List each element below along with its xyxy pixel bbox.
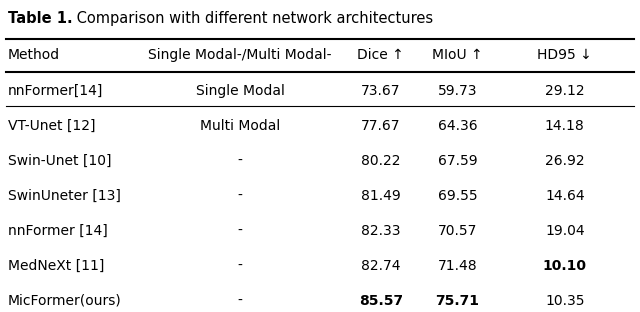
Text: 59.73: 59.73 [438, 84, 477, 98]
Text: MedNeXt [11]: MedNeXt [11] [8, 259, 104, 273]
Text: -: - [237, 189, 243, 203]
Text: SwinUneter [13]: SwinUneter [13] [8, 189, 120, 203]
Text: 26.92: 26.92 [545, 154, 584, 168]
Text: 67.59: 67.59 [438, 154, 477, 168]
Text: 77.67: 77.67 [361, 119, 401, 133]
Text: MIoU ↑: MIoU ↑ [432, 48, 483, 62]
Text: 71.48: 71.48 [438, 259, 477, 273]
Text: VT-Unet [12]: VT-Unet [12] [8, 119, 95, 133]
Text: -: - [237, 224, 243, 238]
Text: 75.71: 75.71 [436, 294, 479, 308]
Text: 73.67: 73.67 [361, 84, 401, 98]
Text: Multi Modal: Multi Modal [200, 119, 280, 133]
Text: Table 1.: Table 1. [8, 11, 72, 26]
Text: MicFormer(ours): MicFormer(ours) [8, 294, 122, 308]
Text: Swin-Unet [10]: Swin-Unet [10] [8, 154, 111, 168]
Text: 81.49: 81.49 [361, 189, 401, 203]
Text: 10.10: 10.10 [543, 259, 587, 273]
Text: nnFormer[14]: nnFormer[14] [8, 84, 103, 98]
Text: 82.33: 82.33 [361, 224, 401, 238]
Text: nnFormer [14]: nnFormer [14] [8, 224, 108, 238]
Text: 70.57: 70.57 [438, 224, 477, 238]
Text: Comparison with different network architectures: Comparison with different network archit… [72, 11, 433, 26]
Text: 82.74: 82.74 [361, 259, 401, 273]
Text: Method: Method [8, 48, 60, 62]
Text: 19.04: 19.04 [545, 224, 584, 238]
Text: 69.55: 69.55 [438, 189, 477, 203]
Text: -: - [237, 294, 243, 308]
Text: 64.36: 64.36 [438, 119, 477, 133]
Text: Dice ↑: Dice ↑ [357, 48, 404, 62]
Text: 29.12: 29.12 [545, 84, 584, 98]
Text: -: - [237, 154, 243, 168]
Text: Single Modal-/Multi Modal-: Single Modal-/Multi Modal- [148, 48, 332, 62]
Text: -: - [237, 259, 243, 273]
Text: HD95 ↓: HD95 ↓ [538, 48, 592, 62]
Text: 85.57: 85.57 [359, 294, 403, 308]
Text: 14.64: 14.64 [545, 189, 584, 203]
Text: 10.35: 10.35 [545, 294, 584, 308]
Text: 14.18: 14.18 [545, 119, 585, 133]
Text: 80.22: 80.22 [361, 154, 401, 168]
Text: Single Modal: Single Modal [196, 84, 284, 98]
